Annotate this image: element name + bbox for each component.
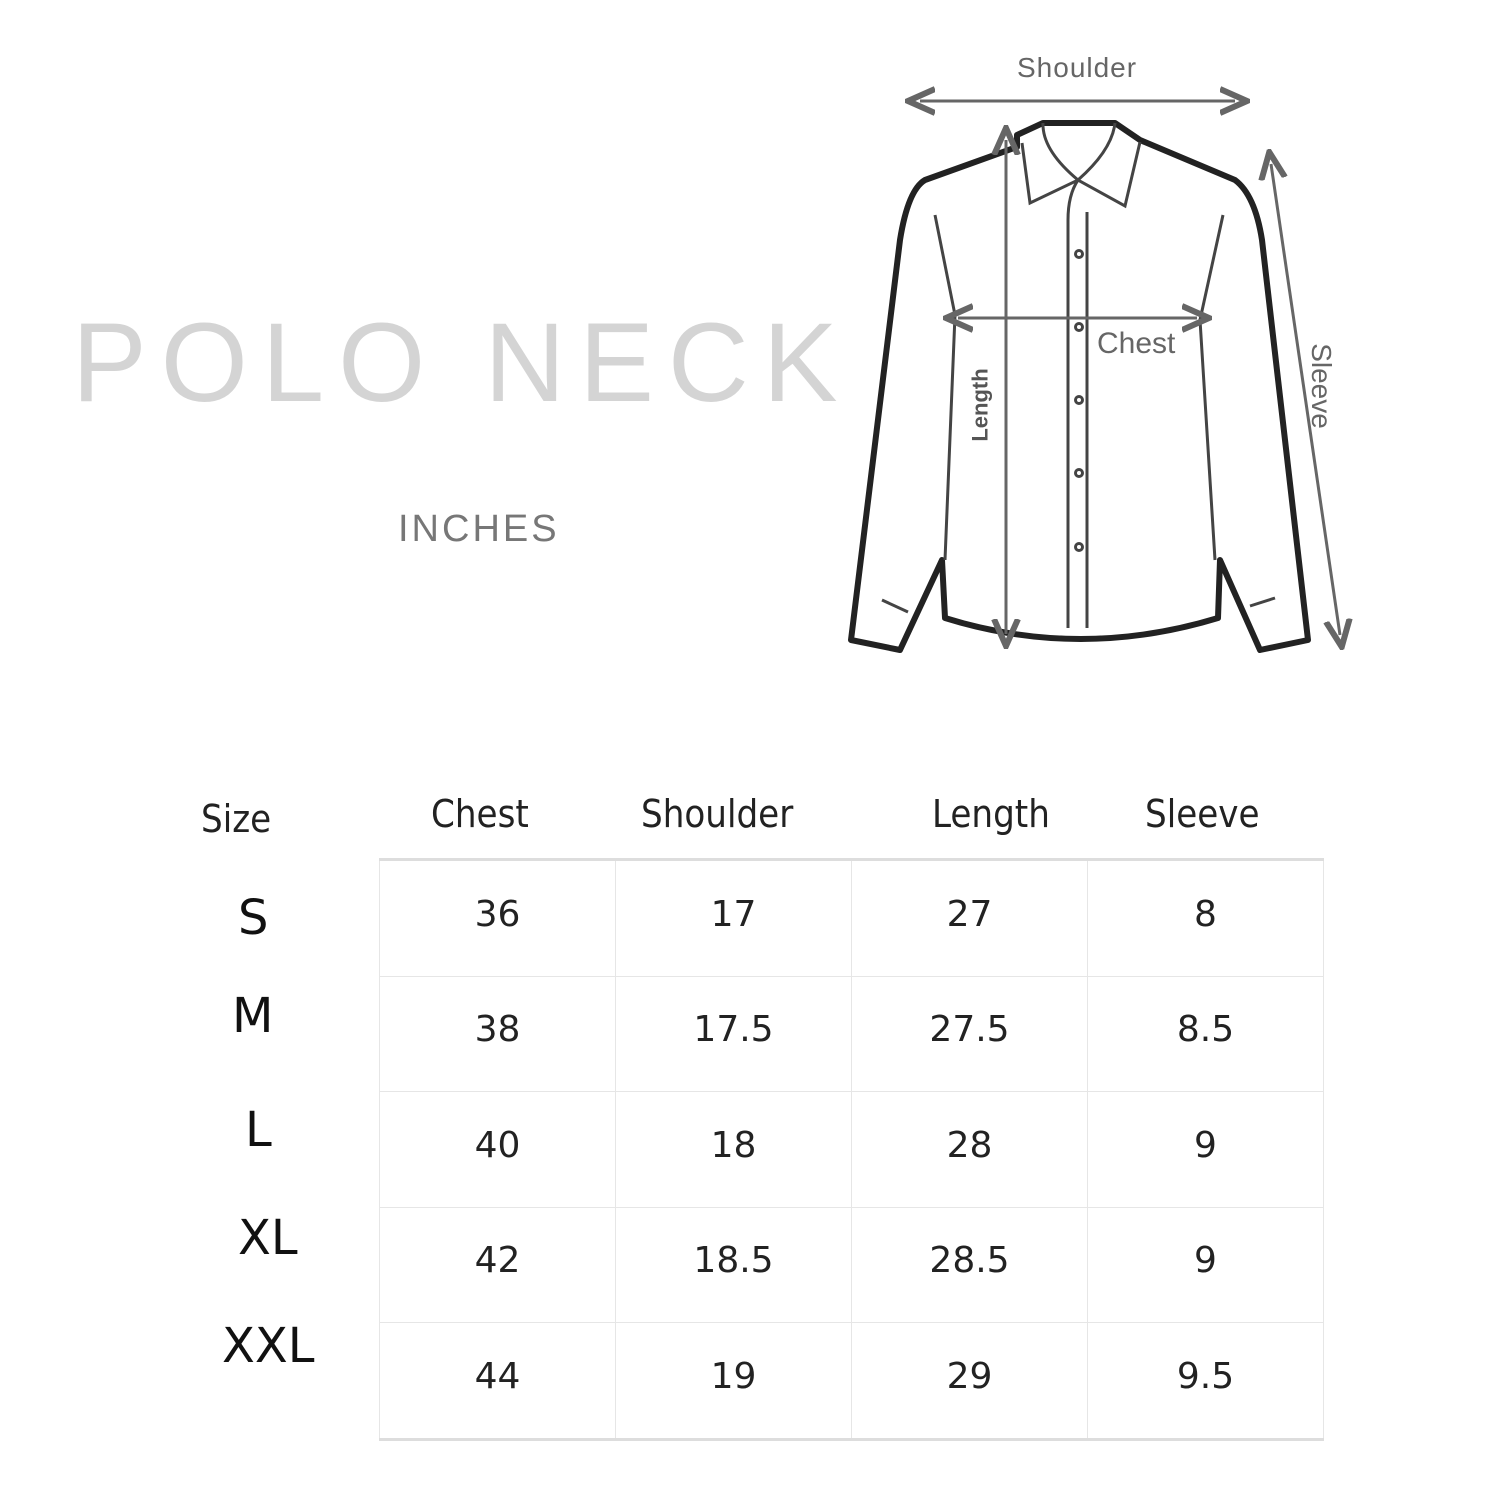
cell-chest: 36 — [379, 858, 616, 977]
size-label: XXL — [222, 1318, 315, 1374]
size-label: S — [238, 890, 269, 946]
length-label: Length — [967, 368, 993, 442]
cell-shoulder: 18.5 — [615, 1206, 852, 1323]
table-row: 44 19 29 9.5 — [379, 1322, 1324, 1441]
table-row: 42 18.5 28.5 9 — [379, 1206, 1324, 1323]
cell-sleeve: 9 — [1087, 1206, 1324, 1323]
header-chest: Chest — [431, 792, 529, 836]
size-label: L — [245, 1102, 272, 1158]
cell-sleeve: 9.5 — [1087, 1322, 1324, 1441]
cell-length: 29 — [851, 1322, 1088, 1441]
units-label: INCHES — [398, 508, 560, 550]
shoulder-label: Shoulder — [1017, 52, 1138, 83]
cell-sleeve: 8.5 — [1087, 975, 1324, 1092]
header-length: Length — [932, 792, 1050, 836]
size-label: XL — [238, 1210, 298, 1266]
cell-sleeve: 8 — [1087, 858, 1324, 977]
table-row: 40 18 28 9 — [379, 1091, 1324, 1208]
cell-length: 27 — [851, 858, 1088, 977]
cell-chest: 38 — [379, 975, 616, 1092]
sleeve-arrow — [1271, 164, 1340, 635]
shirt-outline — [848, 120, 1311, 653]
shirt-diagram — [848, 0, 1500, 653]
cell-chest: 44 — [379, 1322, 616, 1441]
cell-length: 27.5 — [851, 975, 1088, 1092]
table-row: 38 17.5 27.5 8.5 — [379, 975, 1324, 1092]
table-row: 36 17 27 8 — [379, 858, 1324, 977]
chest-label: Chest — [1097, 327, 1176, 360]
cell-shoulder: 17 — [615, 858, 852, 977]
header-size: Size — [201, 797, 272, 841]
cell-sleeve: 9 — [1087, 1091, 1324, 1208]
size-table: 36 17 27 8 38 17.5 27.5 8.5 40 18 28 9 4… — [379, 858, 1324, 1441]
product-title: POLO NECK — [72, 300, 852, 425]
shirt-details — [881, 122, 1276, 628]
cell-length: 28 — [851, 1091, 1088, 1208]
sleeve-label: Sleeve — [1305, 343, 1337, 429]
measure-arrows — [920, 101, 1340, 635]
header-shoulder: Shoulder — [641, 792, 794, 836]
size-label: M — [232, 988, 274, 1044]
cell-shoulder: 17.5 — [615, 975, 852, 1092]
cell-chest: 40 — [379, 1091, 616, 1208]
cell-chest: 42 — [379, 1206, 616, 1323]
cell-length: 28.5 — [851, 1206, 1088, 1323]
cell-shoulder: 18 — [615, 1091, 852, 1208]
header-sleeve: Sleeve — [1145, 792, 1260, 836]
cell-shoulder: 19 — [615, 1322, 852, 1441]
